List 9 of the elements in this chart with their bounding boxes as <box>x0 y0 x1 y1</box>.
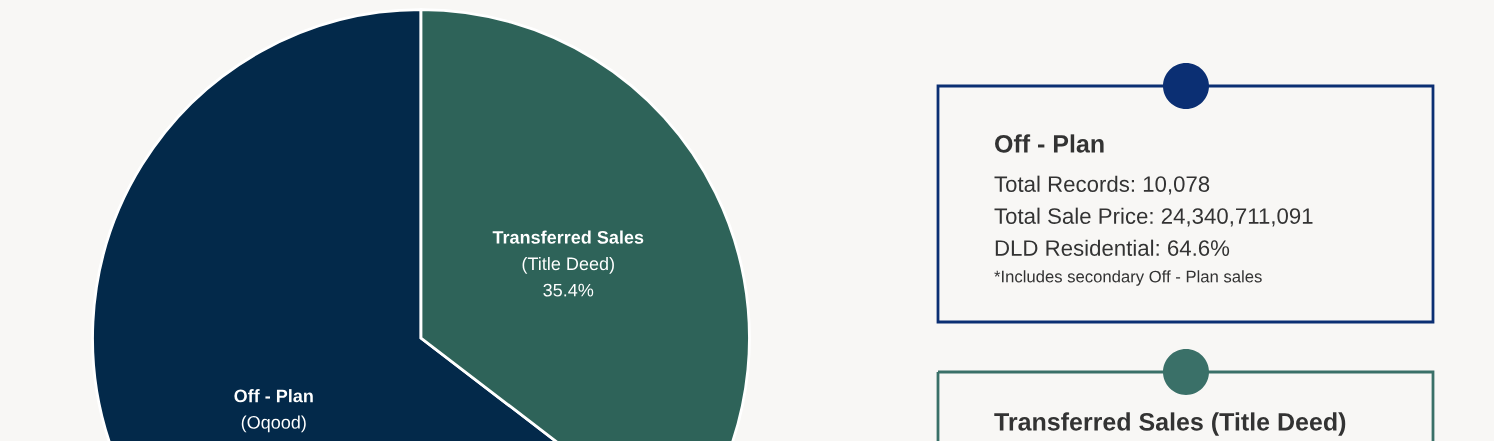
slice-label: Off - Plan (Oqood) <box>234 389 313 433</box>
text: Total Sale Price: 24,340,711,091 <box>994 207 1313 227</box>
text: *Includes secondary Off - Plan sales <box>994 270 1262 286</box>
text: DLD Residential: 64.6% <box>995 239 1230 256</box>
data-label: 35.4% <box>543 283 594 297</box>
text: Total Records: 10,078 <box>994 175 1210 195</box>
slice-label: Transferred Sales (Title Deed) <box>492 230 644 274</box>
text: Off - Plan <box>995 134 1104 153</box>
text: Transferred Sales (Title Deed) <box>994 412 1346 436</box>
